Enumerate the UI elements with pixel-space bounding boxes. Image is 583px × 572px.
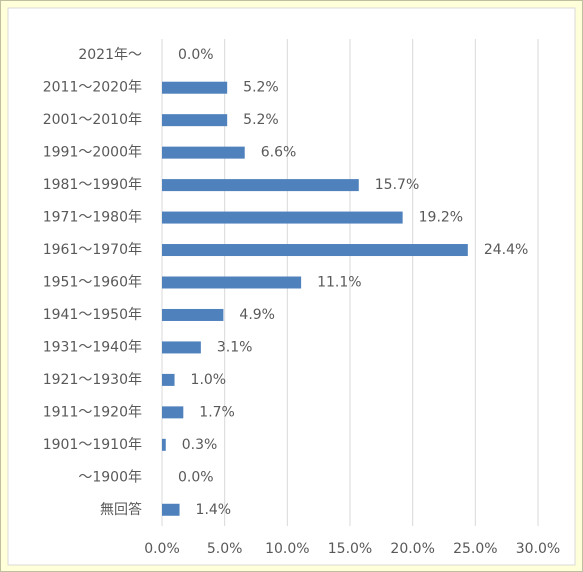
y-tick-label: 2001～2010年	[43, 112, 142, 128]
bar	[162, 179, 359, 192]
y-tick-label: 1931～1940年	[43, 339, 142, 355]
data-label: 5.2%	[243, 112, 279, 128]
bar	[162, 244, 468, 257]
y-tick-label: 無回答	[100, 501, 142, 518]
data-label: 1.0%	[191, 372, 227, 388]
bar	[162, 146, 245, 159]
x-tick-label: 25.0%	[453, 541, 497, 557]
x-tick-label: 30.0%	[516, 541, 560, 557]
data-label: 6.6%	[261, 145, 297, 161]
x-tick-label: 10.0%	[265, 541, 309, 557]
y-tick-label: 1951～1960年	[43, 275, 142, 291]
data-label: 15.7%	[375, 177, 419, 193]
x-tick-label: 20.0%	[390, 541, 434, 557]
bar	[162, 211, 403, 224]
y-tick-label: 1971～1980年	[43, 210, 142, 226]
y-tick-label: 1921～1930年	[43, 372, 142, 388]
bar	[162, 276, 302, 289]
y-tick-label: 1901～1910年	[43, 437, 142, 453]
bar	[162, 503, 180, 516]
data-label: 1.4%	[196, 502, 232, 518]
data-label: 0.0%	[178, 47, 214, 63]
bar	[162, 114, 228, 127]
y-tick-label: 1991～2000年	[43, 145, 142, 161]
y-tick-label: 2021年～	[78, 47, 142, 63]
x-tick-label: 5.0%	[207, 541, 243, 557]
bar	[162, 406, 184, 419]
data-label: 5.2%	[243, 80, 279, 96]
y-tick-label: 1911～1920年	[43, 404, 142, 420]
data-label: 1.7%	[199, 404, 235, 420]
bar	[162, 341, 201, 354]
y-tick-label: 2011～2020年	[43, 80, 142, 96]
x-tick-label: 15.0%	[328, 541, 372, 557]
x-tick-label: 0.0%	[144, 541, 180, 557]
bar	[162, 438, 166, 451]
data-label: 0.0%	[178, 469, 214, 485]
data-label: 11.1%	[317, 275, 361, 291]
bar	[162, 373, 175, 386]
y-tick-label: 1981～1990年	[43, 177, 142, 193]
y-tick-label: ～1900年	[78, 469, 142, 485]
data-label: 4.9%	[239, 307, 275, 323]
data-label: 3.1%	[217, 339, 253, 355]
y-tick-label: 1961～1970年	[43, 242, 142, 258]
data-label: 0.3%	[182, 437, 218, 453]
data-label: 19.2%	[419, 210, 463, 226]
bar	[162, 81, 228, 94]
y-tick-label: 1941～1950年	[43, 307, 142, 323]
bar	[162, 308, 224, 321]
data-label: 24.4%	[484, 242, 528, 258]
